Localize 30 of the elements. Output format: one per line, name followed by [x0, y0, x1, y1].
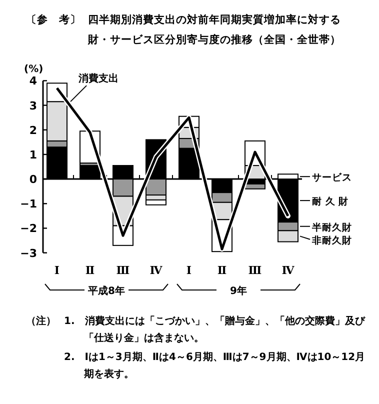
x-tick-label: Ⅰ	[186, 264, 192, 277]
legend-label: 耐 久 財	[312, 196, 349, 208]
x-tick-label: Ⅲ	[116, 264, 130, 277]
y-tick-label: 2	[29, 124, 37, 137]
y-tick-label: 1	[29, 148, 37, 162]
text: 9年	[230, 285, 247, 297]
y-tick-label: −3	[20, 246, 37, 260]
y-tick-label: 3	[29, 99, 37, 112]
chart-title: 四半期別消費支出の対前年同期実質増加率に対する財・サービス区分別寄与度の推移（全国・全世帯）	[88, 12, 342, 48]
legend-label: 半耐久財	[311, 221, 352, 234]
x-tick-label: Ⅱ	[217, 264, 227, 277]
y-tick-label: 4	[29, 74, 38, 88]
y-tick-label: −1	[20, 198, 37, 211]
y-tick-label: 0	[29, 173, 38, 186]
y-axis-title: (%)	[24, 64, 44, 75]
legend-label: 非耐久財	[311, 234, 352, 246]
legend-label: サービス	[312, 172, 352, 184]
text: 〔参 考〕	[26, 13, 81, 28]
x-tick-label: Ⅳ	[282, 264, 295, 277]
series-label: 消費支出	[78, 72, 119, 85]
x-tick-label: Ⅲ	[248, 264, 262, 277]
text: 1. 消費支出には「こづかい」、「贈与金」、「他の交際費」及び「仕送り金」は含まない。	[64, 314, 366, 346]
text: （注）	[26, 314, 56, 329]
text: 平成8年	[87, 285, 125, 297]
bar	[244, 183, 266, 190]
x-tick-label: Ⅰ	[54, 264, 60, 277]
y-tick-label: −2	[20, 222, 37, 236]
text: 2. Ⅰは1～3月期、Ⅱは4～6月期、Ⅲは7～9月期、Ⅳは10～12月期を表す。	[64, 350, 366, 382]
x-tick-label: Ⅳ	[150, 264, 163, 277]
x-tick-label: Ⅱ	[85, 264, 95, 277]
